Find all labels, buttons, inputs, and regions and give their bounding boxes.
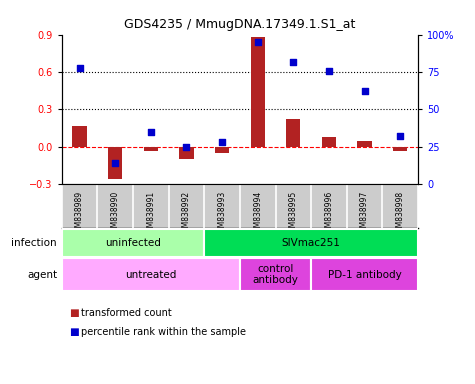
- Text: untreated: untreated: [125, 270, 177, 280]
- Text: GSM838996: GSM838996: [324, 191, 333, 237]
- Text: SIVmac251: SIVmac251: [282, 238, 341, 248]
- Text: GSM838994: GSM838994: [253, 191, 262, 237]
- Text: GSM838990: GSM838990: [111, 191, 120, 237]
- Bar: [62, 229, 204, 257]
- Point: [325, 68, 332, 74]
- Title: GDS4235 / MmugDNA.17349.1.S1_at: GDS4235 / MmugDNA.17349.1.S1_at: [124, 18, 356, 31]
- Bar: [180, 147, 194, 159]
- Text: GSM838995: GSM838995: [289, 191, 298, 237]
- Text: ■: ■: [69, 327, 79, 337]
- Bar: [108, 147, 123, 179]
- Bar: [215, 147, 229, 153]
- Point: [76, 65, 84, 71]
- Bar: [143, 147, 158, 151]
- Text: ■: ■: [69, 308, 79, 318]
- Bar: [72, 126, 86, 147]
- Text: GSM838993: GSM838993: [218, 191, 227, 237]
- Text: control
antibody: control antibody: [253, 264, 298, 285]
- Point: [254, 39, 261, 45]
- Point: [182, 144, 190, 150]
- Bar: [322, 137, 336, 147]
- Bar: [62, 258, 240, 291]
- Point: [218, 139, 226, 146]
- Text: PD-1 antibody: PD-1 antibody: [328, 270, 401, 280]
- Point: [111, 160, 119, 166]
- Bar: [240, 258, 311, 291]
- Text: GSM838998: GSM838998: [396, 191, 405, 237]
- Text: agent: agent: [27, 270, 57, 280]
- Text: GSM838989: GSM838989: [75, 191, 84, 237]
- Bar: [251, 37, 265, 147]
- Bar: [204, 229, 418, 257]
- Text: uninfected: uninfected: [105, 238, 161, 248]
- Point: [289, 58, 297, 65]
- Text: GSM838997: GSM838997: [360, 191, 369, 237]
- Text: infection: infection: [11, 238, 57, 248]
- Text: GSM838992: GSM838992: [182, 191, 191, 237]
- Bar: [357, 141, 371, 147]
- Text: GSM838991: GSM838991: [146, 191, 155, 237]
- Text: transformed count: transformed count: [81, 308, 171, 318]
- Bar: [311, 258, 418, 291]
- Bar: [393, 147, 407, 151]
- Bar: [286, 119, 300, 147]
- Point: [361, 88, 369, 94]
- Text: percentile rank within the sample: percentile rank within the sample: [81, 327, 246, 337]
- Point: [147, 129, 155, 135]
- Point: [396, 133, 404, 139]
